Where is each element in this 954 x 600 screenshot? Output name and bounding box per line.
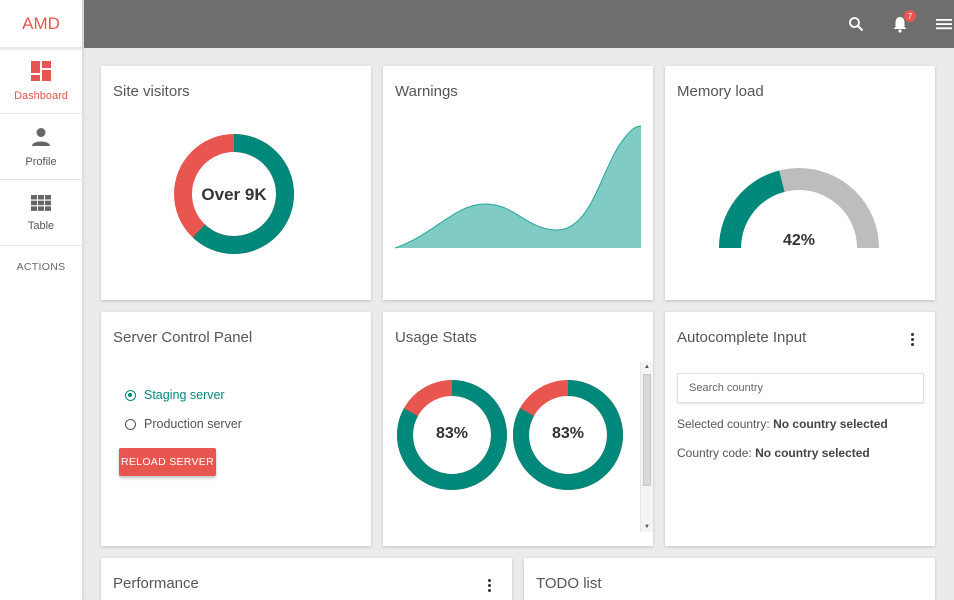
card-title: Site visitors [113,83,190,100]
card-title: Warnings [395,83,458,100]
top-app-bar: 7 [84,0,954,48]
usage-stats-card: Usage Stats 83% 83% ▲ ▼ [383,312,653,546]
performance-card: Performance [101,558,512,600]
card-title: Server Control Panel [113,329,253,346]
radio-unchecked-icon [125,418,136,430]
memory-load-card: Memory load 42% [665,66,935,300]
sidebar-item-label: Profile [25,155,57,168]
sidebar-item-label: Table [27,219,55,232]
search-icon[interactable] [846,14,866,34]
more-vert-icon[interactable] [488,579,492,594]
selected-country-value: No country selected [773,417,888,431]
usage-donut-2 [513,380,623,490]
grid-icon [31,194,51,211]
country-code-label: Country code: [677,446,752,460]
sidebar-item-table[interactable]: Table [0,180,82,246]
actions-heading: ACTIONS [16,261,66,273]
bell-icon[interactable]: 7 [890,10,916,34]
scroll-up-icon[interactable]: ▲ [644,364,650,370]
radio-label: Staging server [144,388,225,402]
site-visitors-value: Over 9K [201,185,267,204]
usage-value-2: 83% [551,425,585,442]
memory-load-value: 42% [782,232,816,249]
person-icon [32,127,50,146]
selected-country-line: Selected country: No country selected [677,417,888,431]
reload-server-button[interactable]: RELOAD SERVER [119,448,216,476]
todo-list-card: TODO list [524,558,935,600]
card-title: Performance [113,575,199,592]
radio-label: Production server [144,417,242,431]
sidebar: AMD Dashboard Profile Table ACTIONS [0,0,83,600]
server-control-card: Server Control Panel Staging server Prod… [101,312,371,546]
country-search-input[interactable]: Search country [677,373,924,403]
selected-country-label: Selected country: [677,417,770,431]
card-title: TODO list [536,575,602,592]
site-visitors-donut [174,134,294,254]
usage-value-1: 83% [435,425,469,442]
notification-badge: 7 [904,10,916,22]
more-vert-icon[interactable] [911,333,915,348]
warnings-area-chart [395,125,641,249]
usage-donut-1 [397,380,507,490]
scroll-thumb[interactable] [643,374,651,486]
radio-production-server[interactable]: Production server [125,417,242,431]
brand-logo[interactable]: AMD [0,0,82,48]
radio-staging-server[interactable]: Staging server [125,388,225,402]
memory-gauge [719,168,879,249]
sidebar-item-dashboard[interactable]: Dashboard [0,48,82,114]
usage-scrollbar[interactable]: ▲ ▼ [640,362,653,532]
country-code-line: Country code: No country selected [677,446,870,460]
sidebar-item-label: Dashboard [14,89,68,102]
radio-checked-icon [125,389,136,401]
warnings-card: Warnings [383,66,653,300]
menu-icon[interactable] [934,14,954,34]
autocomplete-card: Autocomplete Input Search country Select… [665,312,935,546]
site-visitors-card: Site visitors Over 9K [101,66,371,300]
scroll-down-icon[interactable]: ▼ [644,524,650,530]
dashboard-icon [31,60,51,81]
card-title: Autocomplete Input [677,329,807,346]
sidebar-item-profile[interactable]: Profile [0,114,82,180]
card-title: Usage Stats [395,329,477,346]
country-code-value: No country selected [755,446,870,460]
card-title: Memory load [677,83,764,100]
